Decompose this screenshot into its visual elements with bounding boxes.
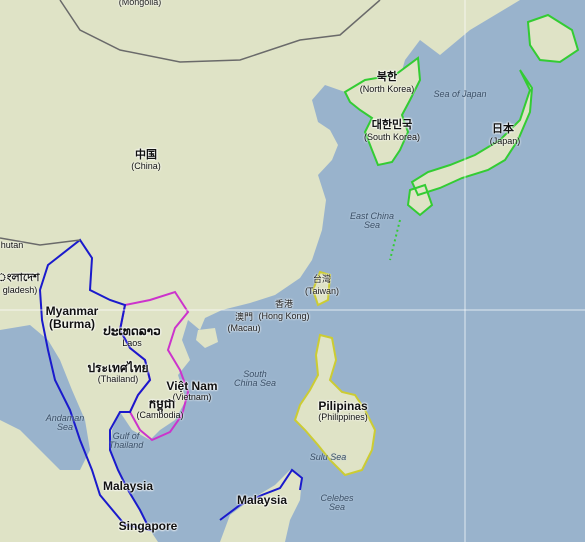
label-laos-native: ປະເທດລາວ [103,324,161,338]
label-bangladesh-native: ংলাদেশ [0,272,40,284]
label-philippines-sub: (Philippines) [318,412,368,422]
label-thailand-native: ประเทศไทย [87,361,149,375]
landmass-philippines [295,335,375,475]
label-taiwan: (Taiwan) [304,286,340,296]
label-philippines: Pilipinas [318,399,368,413]
andaman-sea-water [0,325,90,470]
label-gulf-of-thailand: Gulf of Thailand [108,431,144,451]
label-malaysia-east: Malaysia [236,493,288,507]
country-borders [0,0,381,246]
landmass-sumatra [0,470,110,542]
label-south-china-sea: South China Sea [233,369,277,389]
label-east-china-sea: East China Sea [349,211,395,231]
label-hongkong: (Hong Kong) [258,311,310,321]
label-celebes-sea: Celebes Sea [320,493,354,513]
label-china-native: 中国 [135,149,157,161]
label-north-korea: (North Korea) [359,84,415,94]
outline-philippines [293,270,377,477]
label-hongkong-native: 香港 [274,299,294,309]
label-japan: (Japan) [489,136,521,146]
label-mongolia: (Mongolia) [118,0,162,7]
label-sea-of-japan: Sea of Japan [433,89,487,99]
label-north-korea-native: 북한 [376,71,398,83]
label-cambodia-native: កម្ពុជា [148,397,176,411]
label-vietnam: Việt Nam [166,379,218,393]
label-sulu-sea: Sulu Sea [309,452,347,462]
outline-borneo [219,468,304,521]
label-japan-native: 日本 [492,123,514,135]
label-bangladesh: gladesh) [2,285,38,295]
label-vietnam-sub: (Vietnam) [172,392,212,402]
label-singapore: Singapore [118,519,178,533]
label-cambodia: (Cambodia) [136,410,184,420]
landmass-borneo [220,470,302,542]
label-burma: (Burma) [48,317,96,331]
label-macau-native: 澳門 [234,312,254,322]
outline-mainland-southeast [38,238,152,532]
label-south-korea-native: 대한민국 [371,119,413,131]
label-south-korea: (South Korea) [363,132,421,142]
label-macau: (Macau) [227,323,261,333]
label-malaysia-west: Malaysia [102,479,154,493]
landmass-korea [345,58,420,165]
label-bhutan: hutan [0,240,24,250]
label-thailand: (Thailand) [97,374,139,384]
landmass-hainan [196,328,218,348]
label-china: (China) [131,161,161,171]
label-andaman-sea: Andaman Sea [45,413,85,433]
label-myanmar: Myanmar [45,304,99,318]
label-laos: Laos [122,338,142,348]
outline-east-asia [343,13,580,261]
label-taiwan-native: 台灣 [312,274,332,284]
